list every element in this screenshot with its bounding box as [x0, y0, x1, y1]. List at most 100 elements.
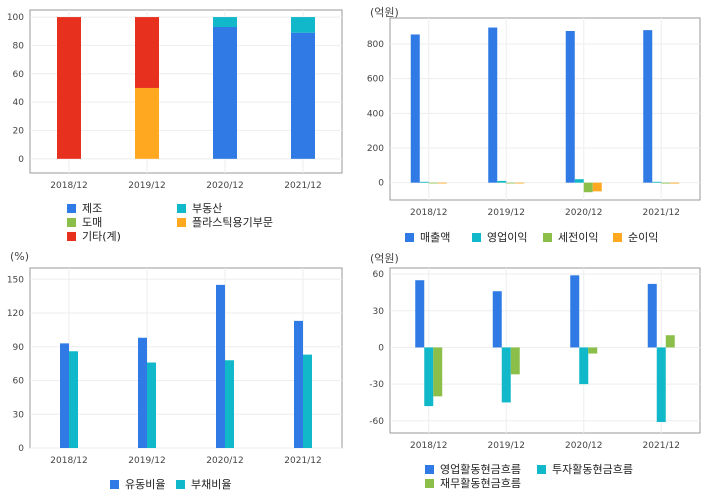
- bar-재무활동현금흐름: [433, 347, 443, 397]
- legend-label: 플라스틱용기부문: [192, 216, 273, 229]
- legend-item: 부채비율: [176, 476, 231, 492]
- bar-세전이익: [583, 182, 593, 193]
- bar-유동비율: [294, 320, 303, 448]
- legend-label: 순이익: [628, 231, 659, 244]
- legend-label: 부동산: [192, 202, 223, 215]
- x-tick-label: 2019/12: [488, 441, 525, 451]
- y-tick-label: 0: [378, 343, 384, 353]
- bar-부채비율: [147, 362, 156, 448]
- y-tick-label: 100: [7, 13, 24, 23]
- legend-item: 부동산: [177, 200, 222, 216]
- bar-매출액: [565, 31, 575, 183]
- legend-label: 세전이익: [558, 231, 599, 244]
- plot-frame: [29, 267, 343, 449]
- y-tick-label: 400: [367, 109, 384, 119]
- ratio-chart-panel: (%) 0 30 60 90 120 150 2018/12 2019/12 2020/12 20…: [0, 248, 350, 496]
- bar-부채비율: [225, 360, 234, 448]
- y-tick-label: 60: [373, 270, 385, 280]
- y-tick-label: 0: [378, 179, 384, 189]
- x-tick-label: 2021/12: [643, 208, 680, 218]
- y-tick-label: -30: [369, 380, 384, 390]
- bar-세전이익: [506, 182, 516, 184]
- legend-swatch: [543, 233, 552, 242]
- income-chart-panel: (억원) 0 200 400 600 800 2018/12 2019/12 2020/12 2…: [360, 0, 720, 245]
- cashflow-unit-label: (억원): [370, 252, 399, 265]
- x-tick-label: 2019/12: [488, 208, 525, 218]
- bar-재무활동현금흐름: [665, 335, 675, 348]
- x-tick-label: 2020/12: [206, 456, 243, 466]
- legend-swatch: [177, 218, 186, 227]
- bar-부동산: [213, 17, 237, 28]
- legend-swatch: [472, 233, 481, 242]
- legend-swatch: [405, 233, 414, 242]
- y-tick-label: 150: [7, 275, 24, 285]
- y-tick-label: 90: [13, 343, 25, 353]
- legend-label: 영업이익: [487, 231, 528, 244]
- legend-item: 매출액: [405, 229, 450, 245]
- bar-재무활동현금흐름: [510, 347, 520, 375]
- x-tick-label: 2021/12: [284, 181, 321, 191]
- bar-영업활동현금흐름: [570, 275, 580, 348]
- bar-투자활동현금흐름: [579, 347, 589, 385]
- x-tick-label: 2019/12: [128, 181, 165, 191]
- legend-label: 부채비율: [191, 478, 232, 491]
- bar-기타(계): [57, 17, 81, 159]
- bar-투자활동현금흐름: [501, 347, 511, 403]
- y-tick-label: 40: [13, 98, 25, 108]
- bar-유동비율: [138, 337, 147, 448]
- legend-label: 재무활동현금흐름: [440, 477, 521, 490]
- legend-item: 도매: [67, 214, 102, 230]
- legend-swatch: [67, 232, 76, 241]
- y-tick-label: 20: [13, 126, 25, 136]
- legend-swatch: [613, 233, 622, 242]
- bar-매출액: [643, 30, 653, 183]
- bar-영업활동현금흐름: [492, 291, 502, 348]
- bar-부채비율: [303, 354, 312, 448]
- legend-swatch: [67, 204, 76, 213]
- x-tick-label: 2020/12: [206, 181, 243, 191]
- legend-label: 매출액: [420, 231, 451, 244]
- x-tick-label: 2018/12: [50, 181, 87, 191]
- legend-item: 순이익: [613, 229, 658, 245]
- x-tick-label: 2020/12: [565, 208, 602, 218]
- legend-label: 기타(계): [82, 230, 121, 243]
- legend-item: 기타(계): [67, 228, 121, 244]
- legend-swatch: [67, 218, 76, 227]
- income-legend: 매출액 영업이익 세전이익 순이익: [405, 229, 720, 245]
- y-tick-label: 80: [13, 41, 25, 51]
- bar-투자활동현금흐름: [424, 347, 434, 407]
- income-chart: 0 200 400 600 800 2018/12 2019/12 2020/12 2021/1…: [367, 17, 701, 218]
- legend-item: 투자활동현금흐름: [537, 461, 633, 477]
- bar-세전이익: [428, 182, 438, 184]
- bar-재무활동현금흐름: [588, 347, 598, 354]
- bar-유동비율: [216, 284, 225, 448]
- legend-label: 영업활동현금흐름: [440, 463, 521, 476]
- bar-영업활동현금흐름: [647, 283, 657, 348]
- y-tick-label: 60: [13, 377, 25, 387]
- legend-item: 세전이익: [543, 229, 598, 245]
- legend-label: 제조: [82, 202, 103, 215]
- y-tick-label: 120: [7, 309, 24, 319]
- legend-item: 영업이익: [472, 229, 527, 245]
- y-tick-label: 200: [367, 144, 384, 154]
- legend-label: 유동비율: [125, 478, 166, 491]
- ratio-legend: 유동비율 부채비율: [110, 476, 350, 492]
- bar-투자활동현금흐름: [656, 347, 666, 422]
- ratio-chart: 0 30 60 90 120 150 2018/12 2019/12 2020/12 2021/1…: [7, 267, 343, 466]
- y-tick-label: 600: [367, 75, 384, 85]
- cashflow-chart-panel: (억원) -60 -30 0 30 60 2018/12 2019/12 2020/12 202…: [360, 248, 720, 496]
- bar-순이익: [437, 182, 447, 184]
- bar-영업이익: [497, 180, 507, 183]
- x-tick-label: 2018/12: [50, 456, 87, 466]
- legend-item: 영업활동현금흐름: [425, 461, 521, 477]
- legend-item: 유동비율: [110, 476, 165, 492]
- legend-swatch: [176, 480, 185, 489]
- legend-item: 제조: [67, 200, 102, 216]
- y-tick-label: 800: [367, 40, 384, 50]
- composition-chart: 0 20 40 60 80 100 2018/12 2019/12 2020/12 2021/12: [7, 9, 343, 191]
- bar-영업이익: [652, 181, 662, 183]
- y-tick-label: 60: [13, 70, 25, 80]
- legend-swatch: [537, 465, 546, 474]
- bar-기타(계): [135, 17, 159, 88]
